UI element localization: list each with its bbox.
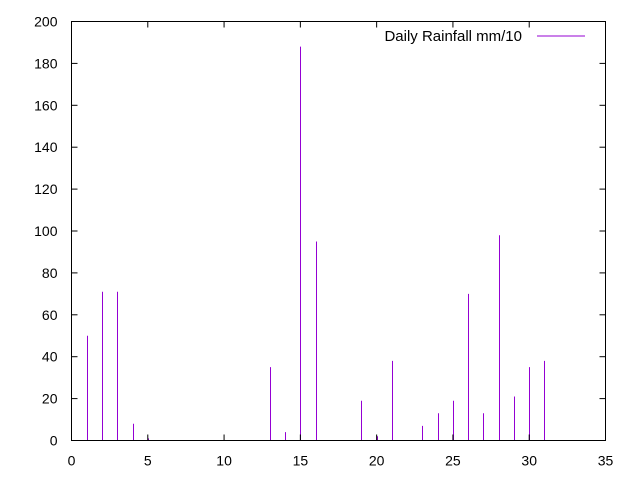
x-tick-label: 10 <box>216 453 232 469</box>
x-tick-label: 35 <box>598 453 614 469</box>
y-tick-label: 140 <box>34 139 58 155</box>
legend: Daily Rainfall mm/10 <box>384 28 585 45</box>
y-tick-label: 40 <box>42 349 58 365</box>
y-tick-label: 20 <box>42 391 58 407</box>
x-tick-label: 20 <box>369 453 385 469</box>
x-tick-label: 15 <box>293 453 309 469</box>
y-tick-label: 160 <box>34 97 58 113</box>
y-tick-label: 60 <box>42 307 58 323</box>
x-tick-label: 5 <box>144 453 152 469</box>
y-tick-label: 80 <box>42 265 58 281</box>
x-tick-label: 25 <box>445 453 461 469</box>
y-tick-label: 180 <box>34 55 58 71</box>
axis-ticks: 0 20 40 60 80 100 120 140 160 180 200 0 5 10 15 20 25 30 3… <box>34 14 613 469</box>
y-tick-label: 200 <box>34 14 58 30</box>
y-tick-label: 0 <box>50 433 58 449</box>
plot-frame <box>71 21 606 441</box>
y-tick-label: 120 <box>34 181 58 197</box>
impulse-bars <box>87 46 545 441</box>
y-tick-label: 100 <box>34 223 58 239</box>
x-tick-label: 0 <box>68 453 76 469</box>
x-tick-label: 30 <box>521 453 537 469</box>
legend-label: Daily Rainfall mm/10 <box>384 28 522 45</box>
